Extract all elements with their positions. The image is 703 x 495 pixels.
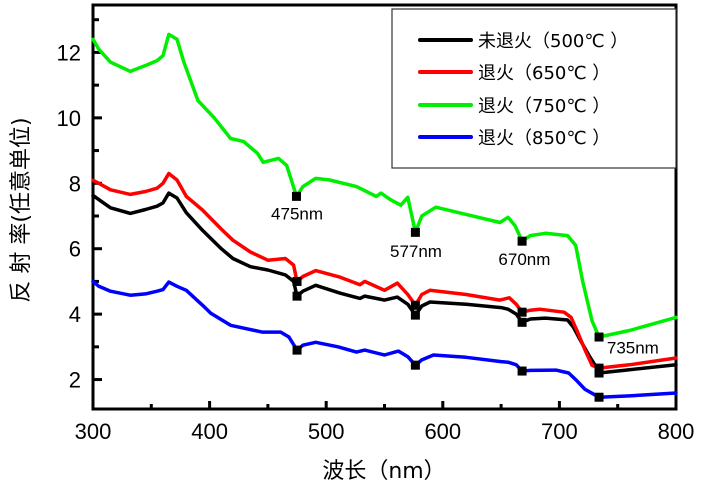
legend-box <box>391 8 677 169</box>
data-marker <box>594 368 604 378</box>
data-marker <box>594 332 604 342</box>
series-line-2 <box>91 32 678 339</box>
legend-label: 退火（650℃ ） <box>478 63 610 84</box>
wavelength-annotation: 670nm <box>498 250 550 269</box>
data-marker <box>292 345 302 355</box>
x-tick-label: 800 <box>658 419 695 444</box>
series-line-1 <box>91 171 678 370</box>
data-marker <box>292 276 302 286</box>
data-marker <box>517 236 527 246</box>
legend-label: 退火（750℃ ） <box>478 96 610 117</box>
x-tick-label: 400 <box>191 419 228 444</box>
wavelength-annotation: 735nm <box>607 338 659 357</box>
data-marker <box>410 300 420 310</box>
x-axis-title: 波长（nm） <box>322 459 445 484</box>
y-tick-label: 6 <box>69 237 81 262</box>
data-marker <box>292 291 302 301</box>
wavelength-annotation: 577nm <box>390 242 442 261</box>
y-axis: 2 4 6 8 10 12 <box>57 18 102 393</box>
y-tick-label: 8 <box>69 171 81 196</box>
x-tick-label: 500 <box>308 419 345 444</box>
data-marker <box>517 307 527 317</box>
annotations: 475nm 577nm 670nm 735nm <box>271 204 659 357</box>
x-tick-label: 300 <box>75 419 112 444</box>
legend-label: 退火（850℃ ） <box>478 128 610 149</box>
y-tick-label: 4 <box>69 302 81 327</box>
data-marker <box>517 366 527 376</box>
legend: 未退火（500℃ ） 退火（650℃ ） 退火（750℃ ） 退火（850℃ ） <box>391 8 677 169</box>
data-marker <box>410 227 420 237</box>
legend-item: 退火（750℃ ） <box>418 96 610 117</box>
legend-item: 退火（850℃ ） <box>418 128 610 149</box>
data-marker <box>410 360 420 370</box>
data-marker <box>517 317 527 327</box>
legend-label: 未退火（500℃ ） <box>478 31 628 52</box>
x-tick-label: 700 <box>541 419 578 444</box>
data-marker <box>410 310 420 320</box>
y-tick-label: 10 <box>57 106 81 131</box>
series-lines <box>91 32 678 399</box>
wavelength-annotation: 475nm <box>271 204 323 223</box>
x-axis: 300 400 500 600 700 800 <box>75 401 695 444</box>
series-line-0 <box>91 191 678 375</box>
series-markers <box>291 191 604 402</box>
y-axis-title: 反 射 率(任意单位) <box>9 117 34 302</box>
y-tick-label: 12 <box>57 40 81 65</box>
legend-item: 未退火（500℃ ） <box>418 31 628 52</box>
data-marker <box>594 363 604 373</box>
data-marker <box>291 191 301 201</box>
x-tick-label: 600 <box>424 419 461 444</box>
legend-item: 退火（650℃ ） <box>418 63 610 84</box>
y-tick-label: 2 <box>69 368 81 393</box>
data-marker <box>594 392 604 402</box>
series-line-3 <box>91 279 678 399</box>
